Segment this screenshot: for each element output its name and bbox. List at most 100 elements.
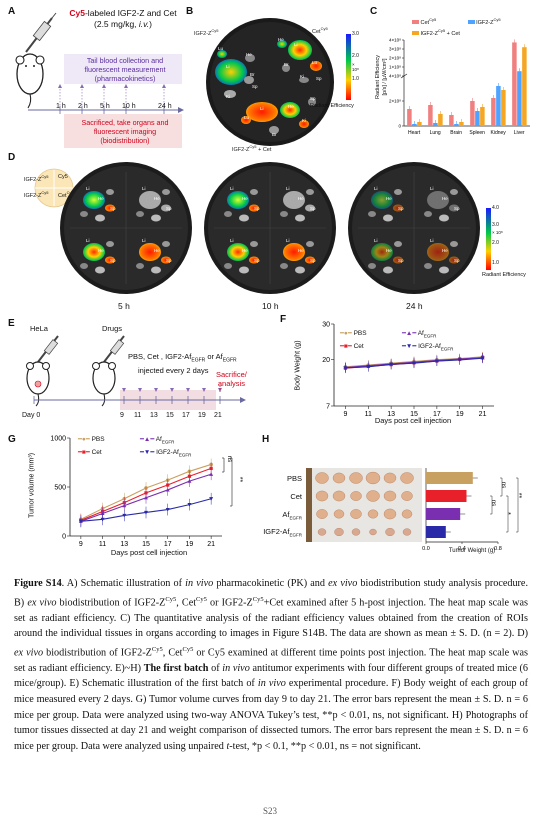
e-arrow-1 — [138, 388, 142, 392]
d-lbl-2-1-2: Sp — [454, 206, 460, 211]
d-lbl-0-1-0: Li — [142, 186, 146, 191]
d-brain-0-2 — [95, 266, 105, 274]
d-key-tl: IGF2-ZCy5 — [24, 174, 49, 183]
mouse-icon — [15, 53, 45, 109]
d-liver-1-0 — [227, 191, 249, 209]
e-arrow-2 — [154, 388, 158, 392]
g-pt-2-5 — [187, 479, 192, 483]
f-xtick-label-0: 9 — [343, 411, 347, 418]
d-heart-0-1 — [162, 189, 170, 195]
d-key-tr: Cy5 — [58, 174, 68, 180]
a-arrowhead-2 — [102, 84, 106, 88]
d-lbl-0-0-2: Sp — [110, 206, 116, 211]
g-line-chart: 0 500 1000 9 11 13 15 17 19 21 — [50, 436, 233, 548]
d-spleen-2-0 — [368, 211, 376, 217]
h-tumor-2-0 — [316, 509, 328, 519]
d-heart-2-1 — [450, 189, 458, 195]
g-pt-2-3 — [144, 495, 148, 500]
d-liver-0-0 — [83, 191, 105, 209]
lower-text: Sacrificed, take organs and fluorescent … — [81, 118, 169, 145]
f-pt-3-5 — [457, 358, 462, 363]
h-bar-0 — [426, 472, 473, 484]
d-lbl-2-0-0: Li — [374, 186, 378, 191]
panel-b: B IGF2-ZCy5 CetCy5 — [186, 6, 362, 153]
f-line-chart: 7 20 30 9 11 13 15 17 19 21 — [322, 322, 494, 418]
d-liver-2-3 — [427, 243, 449, 261]
f-xtick-label-6: 21 — [479, 411, 487, 418]
d-lbl-2-3-2: Sp — [454, 258, 460, 263]
a-arrowhead-1 — [80, 84, 84, 88]
d-lbl-1-1-1: He — [298, 196, 304, 201]
scale-mid: 2.0 — [352, 53, 359, 59]
f-xtick-label-5: 19 — [456, 411, 464, 418]
a-arrowhead-0 — [58, 84, 62, 88]
d-lbl-2-3-0: Li — [430, 238, 434, 243]
d-lbl-1-0-1: He — [242, 196, 248, 201]
h-tumor-2-2 — [350, 509, 362, 519]
c-bar-0-0 — [407, 109, 412, 126]
h-tumor-0-0 — [315, 472, 329, 484]
d-liver-2-2 — [371, 243, 393, 261]
b-organ-1: He — [246, 52, 252, 57]
d-brain-0-0 — [95, 214, 105, 222]
f-pt-3-1 — [366, 365, 371, 369]
g-pt-3-4 — [165, 507, 170, 512]
d-spleen-1-1 — [280, 211, 288, 217]
cy5-word: Cy5 — [69, 8, 85, 18]
h-sig-3: ** — [515, 492, 523, 499]
mouse-icon-1 — [26, 361, 50, 407]
d-spleen-2-2 — [368, 263, 376, 269]
d-heart-1-3 — [306, 241, 314, 247]
tp-1h: 1 h — [56, 103, 66, 110]
c-xtick-3: Spleen — [469, 130, 485, 136]
h-bar-2 — [426, 508, 461, 520]
d-heart-0-0 — [106, 189, 114, 195]
d-liver-0-3 — [139, 243, 161, 261]
h-bar-1 — [426, 490, 467, 502]
d-kidney-2-2 — [393, 256, 403, 264]
d-spleen-0-2 — [80, 263, 88, 269]
d-spleen-0-1 — [136, 211, 144, 217]
f-ytick-label-2: 30 — [322, 322, 330, 329]
d-kidney-1-0 — [249, 204, 259, 212]
h-tumor-3-1 — [334, 527, 344, 537]
f-pt-3-6 — [480, 356, 485, 361]
a-arrowhead-3 — [124, 84, 128, 88]
c-bar-2-1 — [454, 124, 459, 126]
d-heart-0-2 — [106, 241, 114, 247]
c-bar-1-2 — [438, 114, 443, 126]
d-kidney-1-2 — [249, 256, 259, 264]
d-lbl-1-2-2: Sp — [254, 258, 260, 263]
d-lbl-2-0-2: Sp — [398, 206, 404, 211]
syringe-icon-1 — [37, 335, 59, 363]
d-lbl-0-2-2: Sp — [110, 258, 116, 263]
d-scale-max: 4.0 — [492, 205, 499, 211]
panel-e-schematic — [26, 335, 246, 410]
c-bar-chart: 0 2×10⁸ 4×10⁸ 1×10⁸ 2×10⁸ 3×10⁸ 4×10⁸ Heart Lung… — [389, 38, 530, 136]
d-scale-mid: 3.0 — [492, 222, 499, 228]
h-tumor-2-4 — [383, 508, 397, 520]
h-xtick-label-1: 0.4 — [458, 546, 466, 552]
e-arrow-0 — [122, 388, 126, 392]
radiant-scale-bar — [346, 34, 351, 100]
g-pt-3-2 — [122, 513, 127, 518]
g-pt-3-5 — [187, 503, 192, 507]
d-heart-2-3 — [450, 241, 458, 247]
d-dishes: Li He Sp Li He Sp Li He Sp Li He Sp Li He Sp Li He Sp Li He… — [60, 162, 491, 294]
panel-c: C CetCy5 IGF2-ZCy5 IGF2-ZCy5 + Cet Radia… — [368, 6, 534, 152]
day0-label: Day 0 — [22, 412, 41, 419]
h-tumor-3-5 — [402, 528, 412, 536]
b-organ-2: Lu — [218, 46, 224, 51]
g-pt-2-6 — [209, 472, 214, 476]
b-organ-9: Br — [284, 62, 289, 67]
g-ytick-label-2: 1000 — [50, 436, 66, 443]
f-pt-3-3 — [412, 361, 416, 366]
d-liver-1-1 — [283, 191, 305, 209]
d-heart-1-1 — [306, 189, 314, 195]
d-lbl-1-0-0: Li — [230, 186, 234, 191]
c-bar-4-1 — [496, 86, 501, 126]
h-tumor-1-5 — [401, 491, 413, 501]
g-xtick-label-6: 21 — [207, 541, 215, 548]
d-lbl-2-1-1: He — [442, 196, 448, 201]
panel-d: D IGF2-ZCy5 Cy5 IGF2-ZCy5 CetCy5 Li He Sp L… — [8, 152, 534, 312]
